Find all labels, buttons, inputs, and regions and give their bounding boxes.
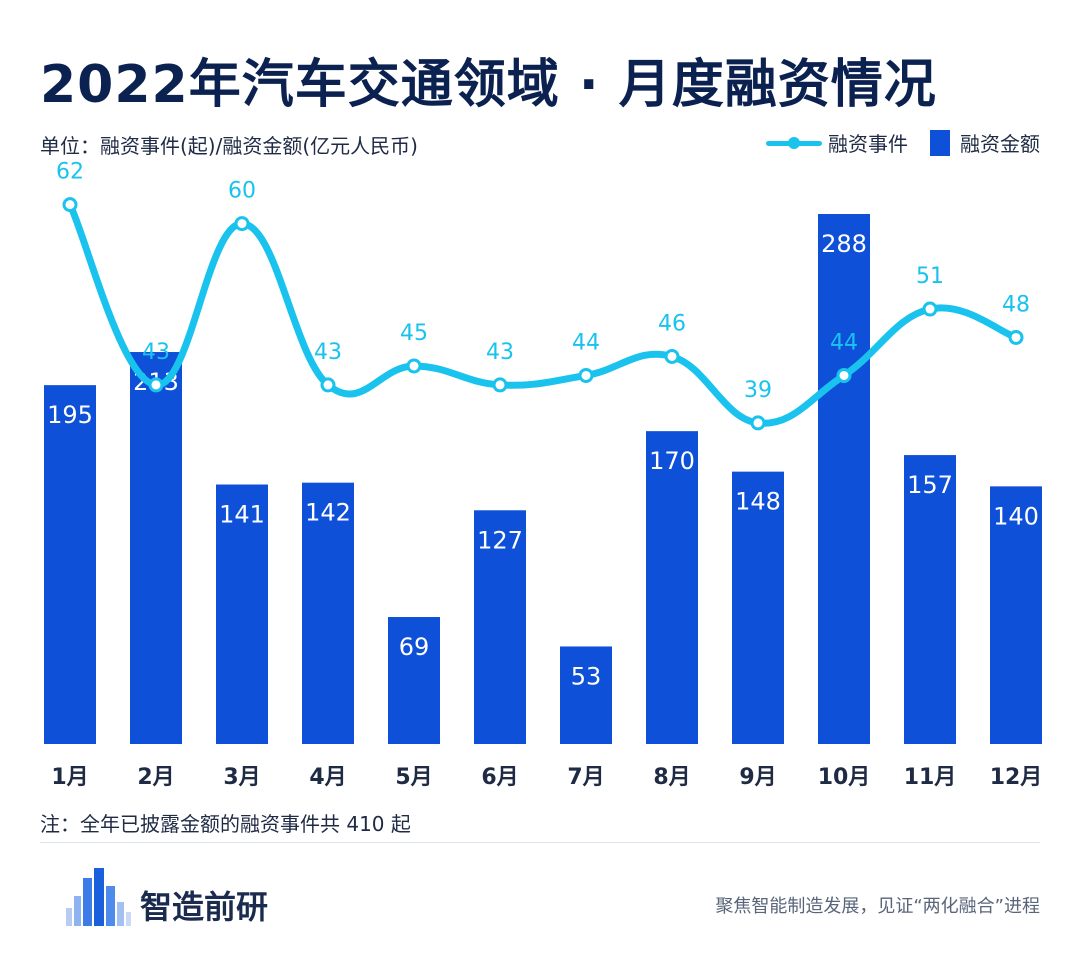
line-point [664,348,680,364]
x-tick-label: 5月 [395,765,432,790]
line-value-label: 46 [658,311,686,336]
line-point [922,301,938,317]
legend: 融资事件 融资金额 [766,128,1040,157]
divider [40,842,1040,843]
line-value-label: 44 [830,330,858,355]
bar [388,617,440,744]
line-value-label: 45 [400,321,428,346]
legend-line-label: 融资事件 [828,132,908,156]
line-point [148,377,164,393]
legend-bar-label: 融资金额 [960,132,1040,156]
bar-value-label: 140 [993,502,1039,530]
brand-logo-icon [66,868,132,938]
x-tick-label: 11月 [904,765,957,790]
bar-value-label: 288 [821,230,867,258]
line-point [578,367,594,383]
line-point [1008,329,1024,345]
line-point [62,197,78,213]
line-value-label: 60 [228,179,256,204]
legend-line-swatch [766,131,822,155]
line-value-label: 51 [916,264,944,289]
x-tick-label: 4月 [309,765,346,790]
bar-value-label: 195 [47,401,93,429]
x-tick-label: 12月 [990,765,1043,790]
bar [990,486,1042,744]
unit-label: 单位：融资事件(起)/融资金额(亿元人民币) [40,134,418,158]
line-point [492,377,508,393]
bar [44,385,96,744]
line-point [320,377,336,393]
bar-value-label: 69 [399,633,430,661]
bar [732,471,784,744]
bar [818,214,870,744]
line-point [406,358,422,374]
bar-value-label: 170 [649,447,695,475]
bar [474,510,526,744]
x-tick-label: 10月 [818,765,871,790]
slogan: 聚焦智能制造发展，见证“两化融合”进程 [715,896,1040,917]
line-point [750,415,766,431]
chart-title: 2022年汽车交通领域 · 月度融资情况 [40,55,937,115]
footnote: 注：全年已披露金额的融资事件共 410 起 [40,812,411,836]
line-value-label: 43 [142,340,170,365]
combo-chart: 1951月2132月1413月1424月695月1276月537月1708月14… [44,160,1043,790]
line-value-label: 62 [56,160,84,185]
bar-value-label: 148 [735,488,781,516]
bar [904,455,956,744]
bar-value-label: 141 [219,501,265,529]
line-value-label: 39 [744,378,772,403]
bar-value-label: 127 [477,526,523,554]
line-point [234,216,250,232]
x-tick-label: 2月 [137,765,174,790]
line-value-label: 48 [1002,292,1030,317]
line-value-label: 43 [486,340,514,365]
x-tick-label: 7月 [567,765,604,790]
bar-value-label: 53 [571,662,602,690]
line-point [836,367,852,383]
bar [560,646,612,744]
bar [130,352,182,744]
x-tick-label: 6月 [481,765,518,790]
legend-bar-swatch [930,129,950,156]
x-tick-label: 9月 [739,765,776,790]
line-value-label: 43 [314,340,342,365]
line-value-label: 44 [572,330,600,355]
event-count-line [66,201,1020,427]
bar [302,482,354,744]
x-tick-label: 8月 [653,765,690,790]
x-tick-label: 1月 [51,765,88,790]
brand-name: 智造前研 [140,888,269,926]
bar [216,484,268,744]
brand: 智造前研 [66,868,269,938]
bar-value-label: 157 [907,471,953,499]
x-tick-label: 3月 [223,765,260,790]
bar-value-label: 142 [305,499,351,527]
bar [646,431,698,744]
